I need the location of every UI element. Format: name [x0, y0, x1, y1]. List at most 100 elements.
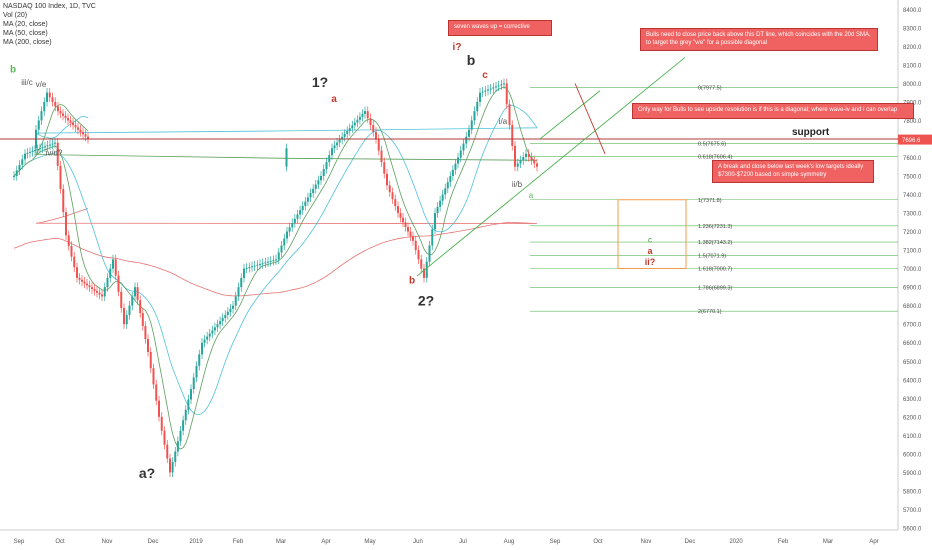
candle-body [468, 129, 470, 137]
candle-body [46, 145, 49, 147]
candle-body [341, 136, 344, 140]
candle-body [495, 86, 497, 88]
y-tick-label: 8200.0 [903, 45, 922, 51]
candle-body [511, 125, 514, 146]
candle-body [123, 308, 125, 325]
candle-body [192, 377, 195, 390]
candle-body [86, 283, 88, 286]
candle-body [36, 149, 39, 151]
candle-body [251, 266, 253, 268]
legend-vol: Vol (20) [3, 12, 28, 19]
candle-body [237, 287, 240, 297]
candle-body [59, 111, 62, 114]
y-tick-label: 5600.0 [903, 527, 922, 533]
candle-body [446, 182, 449, 189]
candle-body [465, 136, 468, 144]
candle-body [187, 399, 190, 410]
candle-body [333, 145, 336, 149]
candle-body [77, 127, 79, 130]
candle-body [203, 339, 206, 343]
wave-label: a [331, 94, 337, 105]
current-price-tag [898, 134, 932, 145]
candle-body [414, 240, 417, 251]
candle-body [149, 352, 152, 369]
candle-body [336, 142, 339, 146]
candle-body [74, 125, 77, 128]
candle-body [128, 305, 131, 315]
y-tick-label: 5900.0 [903, 471, 922, 477]
candle-body [484, 90, 487, 92]
candle-body [83, 281, 86, 284]
candle-body [388, 185, 391, 193]
y-tick-label: 5700.0 [903, 508, 922, 514]
wave-label: iii/c [21, 78, 33, 87]
candle-body [31, 150, 34, 152]
candle-body [514, 145, 516, 167]
candle-body [407, 226, 409, 232]
candle-body [312, 188, 315, 194]
candle-body [208, 333, 211, 337]
candle-body [343, 133, 346, 137]
wave-label: i/a [499, 117, 508, 126]
candle-body [364, 111, 366, 115]
candle-body [144, 326, 147, 340]
candle-body [459, 150, 462, 158]
candle-body [505, 83, 508, 105]
chart-legend: NASDAQ 100 Index, 1D, TVC Vol (20) MA (2… [3, 2, 96, 47]
candle-body [412, 236, 414, 241]
candle-body [280, 245, 283, 253]
candle-body [536, 163, 538, 167]
x-tick-label: Jul [459, 539, 467, 545]
candle-body [198, 354, 201, 366]
x-tick-label: Apr [321, 539, 330, 545]
candle-body [62, 188, 65, 213]
candle-body [21, 159, 24, 165]
candle-body [428, 245, 431, 262]
candle-body [120, 291, 123, 308]
candle-body [15, 170, 18, 176]
candle-body [487, 89, 489, 91]
candle-body [57, 106, 59, 112]
candle-body [439, 200, 442, 207]
candle-body [402, 217, 404, 223]
fib-level-label: 0.5(7675.6) [698, 141, 726, 147]
fib-level-label: 1(7371.8) [698, 198, 722, 204]
candle-body [508, 104, 511, 126]
candle-body [139, 300, 142, 314]
x-tick-label: Feb [778, 539, 789, 545]
candle-body [117, 275, 120, 292]
candle-body [48, 92, 51, 98]
candle-body [457, 157, 459, 164]
y-tick-label: 6200.0 [903, 415, 922, 421]
candle-body [34, 150, 36, 152]
candle-body [431, 229, 434, 246]
candle-body [59, 165, 62, 189]
candle-body [530, 157, 533, 161]
candle-body [160, 416, 163, 431]
legend-ma20: MA (20, close) [3, 21, 48, 28]
x-tick-label: Sep [550, 539, 561, 545]
candle-body [141, 313, 144, 327]
candle-body [404, 222, 407, 227]
x-tick-label: Dec [685, 539, 696, 545]
candle-body [62, 113, 64, 116]
wave-label: ii/b [512, 180, 523, 189]
candle-body [54, 142, 56, 144]
x-tick-label: Apr [869, 539, 878, 545]
candle-body [479, 92, 481, 102]
candle-body [163, 430, 166, 445]
candle-body [409, 231, 412, 237]
candle-body [245, 267, 248, 269]
candle-body [451, 169, 454, 176]
candle-body [29, 151, 31, 153]
candle-body [81, 279, 83, 282]
y-tick-label: 8000.0 [903, 82, 922, 88]
candle-body [301, 205, 304, 211]
candle-body [331, 148, 333, 156]
annotation-diagonal: Only way for Bulls to see upside resolut… [632, 103, 914, 119]
y-tick-label: 6400.0 [903, 378, 922, 384]
candle-body [201, 342, 203, 355]
y-tick-label: 6700.0 [903, 323, 922, 329]
candle-body [216, 324, 219, 328]
candle-body [211, 330, 214, 334]
